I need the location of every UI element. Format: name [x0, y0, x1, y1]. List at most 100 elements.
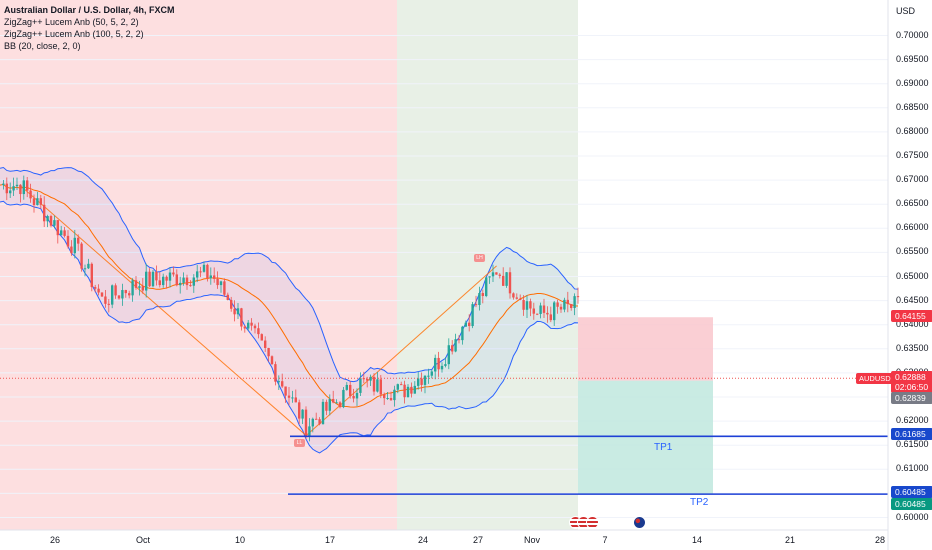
candle-body: [267, 347, 270, 357]
candle-body: [209, 275, 212, 279]
candle-body: [332, 399, 335, 403]
symbol-title[interactable]: Australian Dollar / U.S. Dollar, 4h, FXC…: [4, 5, 175, 15]
indicator-bollinger[interactable]: BB (20, close, 2, 0): [4, 41, 81, 51]
countdown-tag: 02:06:50: [891, 381, 932, 393]
price-tick: 0.65500: [896, 246, 929, 257]
candle-body: [121, 290, 124, 299]
candle-body: [19, 184, 22, 195]
candle-body: [77, 237, 80, 244]
candle-body: [498, 274, 501, 276]
candle-body: [549, 314, 552, 321]
candle-body: [36, 198, 39, 206]
candle-body: [100, 292, 104, 297]
candle-body: [2, 183, 5, 186]
candle-body: [124, 290, 127, 294]
candle-body: [413, 385, 416, 394]
candle-body: [131, 280, 134, 296]
candle-body: [253, 325, 257, 329]
candle-body: [345, 384, 348, 390]
candle-body: [87, 263, 90, 269]
tp1-price-tag: 0.61685: [891, 428, 932, 440]
candle-body: [315, 418, 318, 420]
candle-body: [179, 282, 182, 286]
candle-body: [410, 386, 413, 394]
candle-body: [43, 204, 46, 222]
candle-body: [430, 371, 433, 376]
time-tick: 14: [691, 535, 703, 545]
price-tick: 0.67000: [896, 174, 929, 185]
bollinger-basis: [0, 183, 579, 408]
candle-body: [355, 392, 359, 399]
time-tick: 24: [417, 535, 429, 545]
candle-body: [440, 365, 444, 370]
candle-body: [94, 287, 97, 289]
price-tick: 0.66500: [896, 198, 929, 209]
candle-body: [12, 186, 15, 191]
candle-body: [260, 334, 263, 341]
candle-body: [437, 357, 440, 370]
candle-body: [301, 409, 304, 419]
us-flag-icon[interactable]: [586, 516, 599, 529]
candle-body: [512, 293, 515, 298]
candle-body: [80, 243, 83, 269]
candle-body: [243, 326, 246, 329]
price-tick: 0.64000: [896, 318, 929, 329]
candle-body: [39, 198, 42, 205]
candle-body: [270, 356, 274, 365]
candle-body: [338, 402, 342, 408]
candle-body: [369, 376, 372, 381]
candle-body: [151, 271, 155, 287]
candle-body: [162, 276, 165, 286]
candle-body: [522, 300, 525, 310]
candle-body: [406, 386, 410, 398]
candle-body: [5, 183, 8, 194]
candle-body: [542, 305, 546, 313]
candle-body: [97, 288, 100, 293]
candle-body: [56, 220, 59, 236]
risk-zone[interactable]: [578, 317, 713, 381]
candle-body: [298, 402, 301, 419]
tp1-label: TP1: [654, 442, 673, 453]
candle-body: [145, 271, 148, 291]
candle-body: [66, 235, 70, 247]
zigzag-low-label: LL: [294, 439, 305, 447]
candle-body: [400, 384, 403, 386]
candle-body: [396, 384, 399, 390]
candle-body: [570, 304, 573, 308]
price-tick: 0.63500: [896, 342, 929, 353]
time-tick: 10: [234, 535, 246, 545]
candle-body: [128, 293, 131, 296]
candle-body: [491, 272, 495, 277]
candle-body: [53, 220, 56, 226]
candle-body: [573, 296, 576, 308]
candle-body: [15, 184, 19, 187]
candle-body: [464, 322, 467, 327]
reward-zone[interactable]: [578, 380, 713, 495]
australia-flag-icon[interactable]: [633, 516, 646, 529]
candle-body: [104, 296, 107, 304]
candle-body: [165, 276, 168, 281]
candle-body: [264, 340, 267, 348]
currency-label: USD: [896, 6, 916, 16]
indicator-zigzag-50[interactable]: ZigZag++ Lucem Anb (50, 5, 2, 2): [4, 17, 139, 27]
candle-body: [134, 280, 138, 288]
candle-body: [233, 308, 236, 315]
candle-body: [328, 399, 331, 411]
candle-body: [546, 312, 549, 315]
candle-body: [175, 274, 178, 286]
price-tick: 0.64500: [896, 294, 929, 305]
candle-body: [529, 301, 532, 309]
candle-body: [182, 277, 185, 283]
chart-legend[interactable]: Australian Dollar / U.S. Dollar, 4h, FXC…: [4, 4, 175, 52]
candles: [2, 175, 580, 442]
bearish-zone: [0, 0, 397, 530]
candle-body: [311, 418, 314, 427]
candle-body: [250, 322, 253, 326]
candle-body: [502, 275, 505, 286]
indicator-zigzag-100[interactable]: ZigZag++ Lucem Anb (100, 5, 2, 2): [4, 29, 144, 39]
candle-body: [219, 281, 223, 286]
candle-body: [107, 303, 110, 305]
candle-body: [474, 304, 478, 306]
zigzag-high-label: LH: [474, 254, 485, 262]
